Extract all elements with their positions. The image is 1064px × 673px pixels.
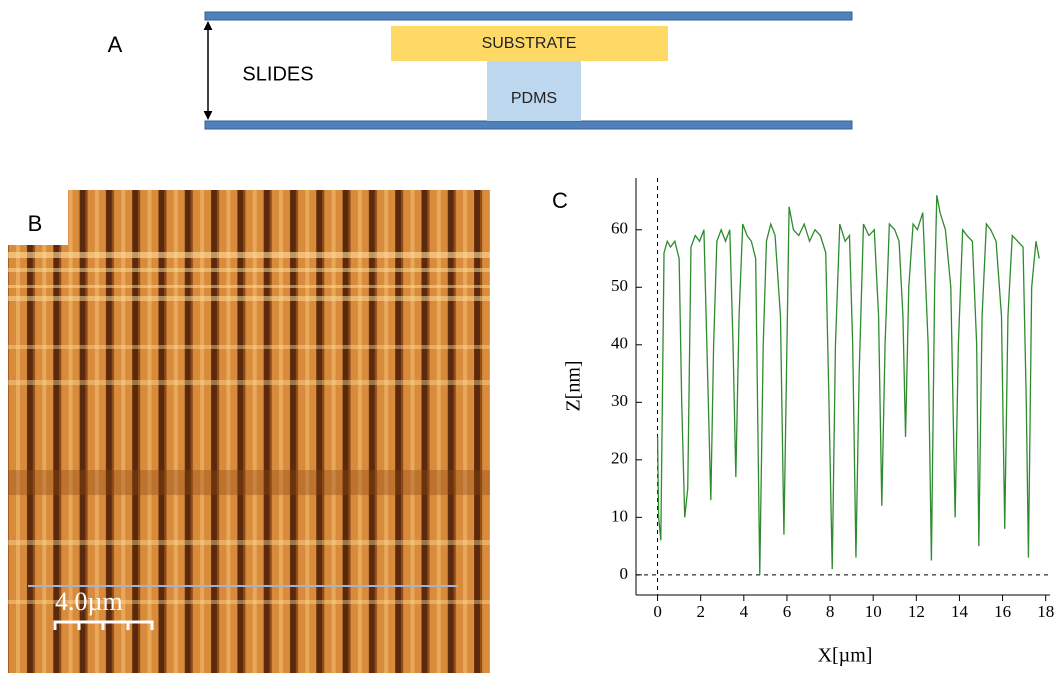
x-tick-label: 10 xyxy=(865,602,882,621)
x-tick-label: 2 xyxy=(696,602,705,621)
x-tick-label: 4 xyxy=(740,602,749,621)
x-tick-label: 16 xyxy=(994,602,1011,621)
y-tick-label: 40 xyxy=(611,334,628,353)
x-tick-label: 14 xyxy=(951,602,969,621)
y-tick-label: 10 xyxy=(611,506,628,525)
x-tick-label: 6 xyxy=(783,602,792,621)
substrate-label: SUBSTRATE xyxy=(482,35,577,52)
y-tick-label: 20 xyxy=(611,449,628,468)
y-tick-label: 30 xyxy=(611,391,628,410)
scale-bar-label: 4.0µm xyxy=(55,587,123,616)
pdms xyxy=(487,61,581,121)
x-tick-label: 18 xyxy=(1037,602,1054,621)
substrate xyxy=(391,26,668,61)
x-tick-label: 8 xyxy=(826,602,835,621)
x-tick-label: 12 xyxy=(908,602,925,621)
panel-label: B xyxy=(28,211,43,236)
panel-label: C xyxy=(552,188,568,213)
slide xyxy=(204,11,853,21)
pdms-label: PDMS xyxy=(511,90,557,107)
y-tick-label: 60 xyxy=(611,219,628,238)
y-axis-label: Z[nm] xyxy=(563,360,585,411)
panel-label: A xyxy=(108,32,123,57)
x-tick-label: 0 xyxy=(653,602,662,621)
afm-image xyxy=(0,190,490,673)
y-tick-label: 50 xyxy=(611,276,628,295)
slides-label: SLIDES xyxy=(242,63,313,85)
y-tick-label: 0 xyxy=(620,564,629,583)
slide xyxy=(204,120,853,130)
profile-line xyxy=(656,195,1040,575)
x-axis-label: X[µm] xyxy=(818,645,873,667)
